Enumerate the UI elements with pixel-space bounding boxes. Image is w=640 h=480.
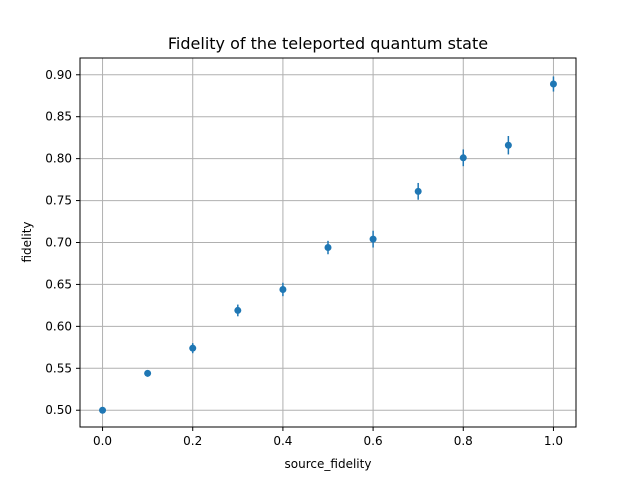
- x-tick-label: 1.0: [544, 434, 563, 448]
- data-point: [459, 154, 467, 162]
- data-point: [324, 244, 332, 252]
- data-point: [279, 285, 287, 293]
- y-tick-label: 0.80: [45, 152, 72, 166]
- data-point: [189, 344, 197, 352]
- data-point: [369, 235, 377, 243]
- x-tick-label: 0.8: [454, 434, 473, 448]
- y-tick-label: 0.65: [45, 277, 72, 291]
- data-point: [504, 141, 512, 149]
- x-axis-ticks: 0.0 0.2 0.4 0.6 0.8 1.0: [93, 427, 563, 448]
- data-point: [549, 80, 557, 88]
- y-axis-ticks: 0.50 0.55 0.60 0.65 0.70 0.75 0.80 0.85 0.90: [45, 68, 80, 417]
- data-points: [99, 76, 557, 414]
- data-point: [99, 406, 107, 414]
- data-point: [414, 187, 422, 195]
- y-tick-label: 0.75: [45, 194, 72, 208]
- data-point: [144, 369, 152, 377]
- data-point: [234, 306, 242, 314]
- y-tick-label: 0.50: [45, 403, 72, 417]
- x-tick-label: 0.4: [273, 434, 292, 448]
- y-axis-label: fidelity: [20, 221, 34, 262]
- grid: [80, 58, 576, 427]
- y-tick-label: 0.55: [45, 361, 72, 375]
- chart-title: Fidelity of the teleported quantum state: [168, 34, 488, 53]
- x-axis-label: source_fidelity: [285, 457, 372, 471]
- x-tick-label: 0.6: [364, 434, 383, 448]
- y-tick-label: 0.70: [45, 236, 72, 250]
- y-tick-label: 0.90: [45, 68, 72, 82]
- y-tick-label: 0.60: [45, 319, 72, 333]
- y-tick-label: 0.85: [45, 110, 72, 124]
- x-tick-label: 0.2: [183, 434, 202, 448]
- x-tick-label: 0.0: [93, 434, 112, 448]
